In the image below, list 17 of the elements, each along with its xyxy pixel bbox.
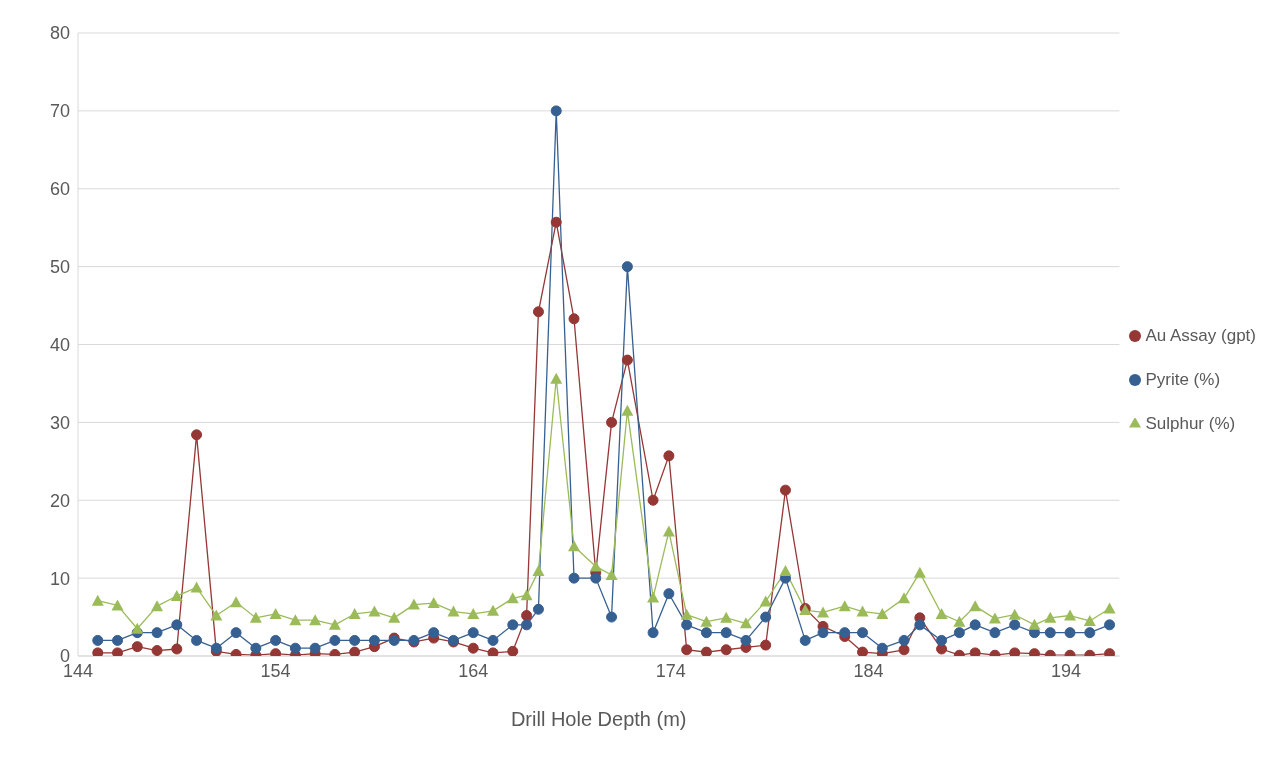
y-tick-label: 50 [49,257,70,278]
legend-label: Pyrite (%) [1145,369,1221,389]
x-tick-label: 154 [260,660,291,681]
x-tick-label: 164 [458,660,489,681]
x-tick-label: 174 [655,660,686,681]
legend-label: Sulphur (%) [1145,413,1236,433]
y-tick-label: 10 [49,568,70,589]
legend-label: Au Assay (gpt) [1145,325,1256,345]
y-tick-label: 80 [49,23,70,44]
y-tick-label: 30 [49,412,70,433]
x-tick-label: 184 [853,660,884,681]
x-axis-title: Drill Hole Depth (m) [510,708,687,730]
y-tick-label: 20 [49,490,70,511]
y-tick-label: 60 [49,179,70,200]
x-tick-label: 194 [1051,660,1082,681]
y-tick-label: 40 [49,334,70,355]
y-tick-label: 70 [49,101,70,122]
